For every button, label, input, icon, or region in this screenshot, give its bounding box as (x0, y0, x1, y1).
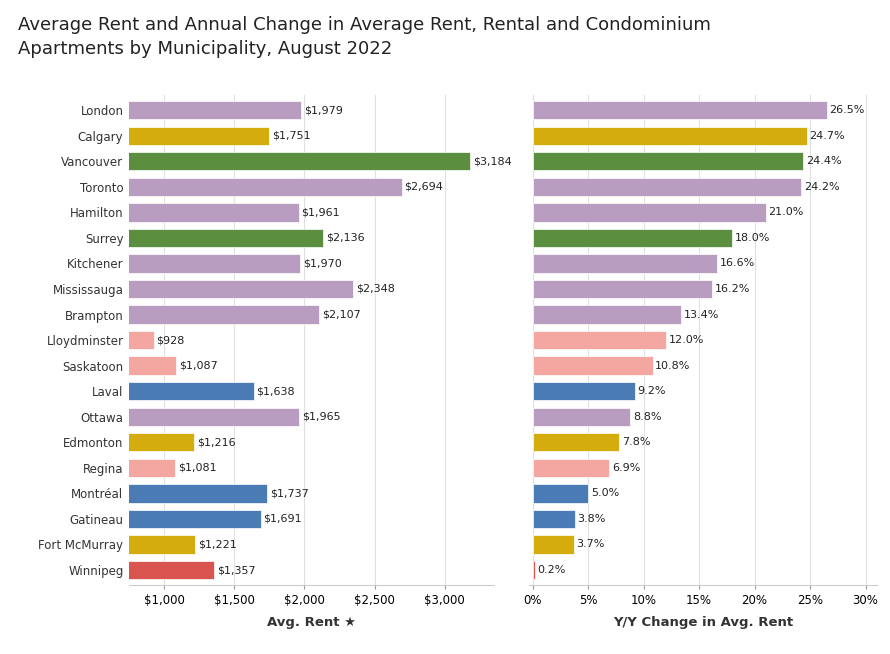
Bar (532, 305, 682, 324)
Text: 13.4%: 13.4% (684, 309, 719, 320)
Text: 12.0%: 12.0% (668, 335, 704, 345)
Bar (24, 509, 261, 528)
X-axis label: Avg. Rent ★: Avg. Rent ★ (267, 615, 356, 628)
Bar (24, 203, 299, 222)
Bar (24, 382, 254, 400)
Text: $928: $928 (157, 335, 185, 345)
Bar (532, 254, 716, 273)
Bar (532, 484, 588, 502)
Bar (532, 152, 804, 171)
Text: $1,081: $1,081 (178, 463, 216, 473)
Text: 24.7%: 24.7% (810, 131, 845, 141)
Text: $1,216: $1,216 (197, 438, 236, 447)
Bar (532, 382, 635, 400)
Bar (24, 433, 194, 451)
Bar (24, 101, 302, 119)
Bar (532, 509, 575, 528)
Text: 3.8%: 3.8% (578, 514, 606, 524)
Text: 7.8%: 7.8% (622, 438, 651, 447)
Bar (532, 407, 630, 426)
Bar (24, 407, 299, 426)
Text: 6.9%: 6.9% (612, 463, 641, 473)
Text: $2,107: $2,107 (322, 309, 360, 320)
Bar (532, 229, 732, 247)
Text: 10.8%: 10.8% (655, 360, 691, 371)
Bar (532, 126, 806, 145)
Text: 24.2%: 24.2% (804, 182, 839, 192)
Bar (532, 433, 619, 451)
Bar (24, 305, 320, 324)
Text: $1,357: $1,357 (216, 565, 255, 575)
Bar (532, 203, 765, 222)
Bar (24, 254, 300, 273)
Text: $1,965: $1,965 (302, 412, 341, 422)
Bar (24, 331, 154, 349)
Bar (532, 561, 535, 579)
Bar (24, 356, 176, 375)
Text: $1,970: $1,970 (303, 258, 342, 268)
Text: $3,184: $3,184 (473, 156, 512, 166)
Bar (24, 561, 214, 579)
Text: 8.8%: 8.8% (633, 412, 661, 422)
Bar (532, 535, 574, 554)
Bar (532, 178, 801, 196)
Bar (24, 229, 323, 247)
Bar (24, 280, 353, 298)
Text: $2,348: $2,348 (356, 284, 394, 294)
Text: 16.6%: 16.6% (720, 258, 755, 268)
Text: $1,751: $1,751 (272, 131, 311, 141)
Bar (24, 178, 401, 196)
X-axis label: Y/Y Change in Avg. Rent: Y/Y Change in Avg. Rent (613, 615, 793, 628)
Bar (24, 484, 268, 502)
Bar (532, 101, 827, 119)
Text: 16.2%: 16.2% (716, 284, 750, 294)
Text: $1,691: $1,691 (263, 514, 303, 524)
Text: $1,638: $1,638 (256, 386, 295, 396)
Bar (532, 458, 610, 477)
Text: 0.2%: 0.2% (538, 565, 566, 575)
Bar (532, 280, 712, 298)
Bar (24, 458, 175, 477)
Text: $1,979: $1,979 (304, 105, 343, 115)
Text: $2,694: $2,694 (404, 182, 443, 192)
Bar (532, 331, 666, 349)
Text: 24.4%: 24.4% (806, 156, 842, 166)
Bar (24, 535, 195, 554)
Text: 26.5%: 26.5% (829, 105, 865, 115)
Bar (24, 126, 270, 145)
Text: 18.0%: 18.0% (735, 233, 771, 243)
Text: 5.0%: 5.0% (591, 489, 619, 498)
Text: 9.2%: 9.2% (637, 386, 666, 396)
Text: $1,087: $1,087 (179, 360, 217, 371)
Text: $2,136: $2,136 (326, 233, 365, 243)
Text: $1,961: $1,961 (302, 207, 340, 217)
Bar (24, 152, 471, 171)
Text: Average Rent and Annual Change in Average Rent, Rental and Condominium
Apartment: Average Rent and Annual Change in Averag… (18, 16, 711, 58)
Text: 21.0%: 21.0% (768, 207, 804, 217)
Text: $1,221: $1,221 (198, 540, 237, 549)
Text: 3.7%: 3.7% (577, 540, 605, 549)
Bar (532, 356, 652, 375)
Text: $1,737: $1,737 (270, 489, 309, 498)
